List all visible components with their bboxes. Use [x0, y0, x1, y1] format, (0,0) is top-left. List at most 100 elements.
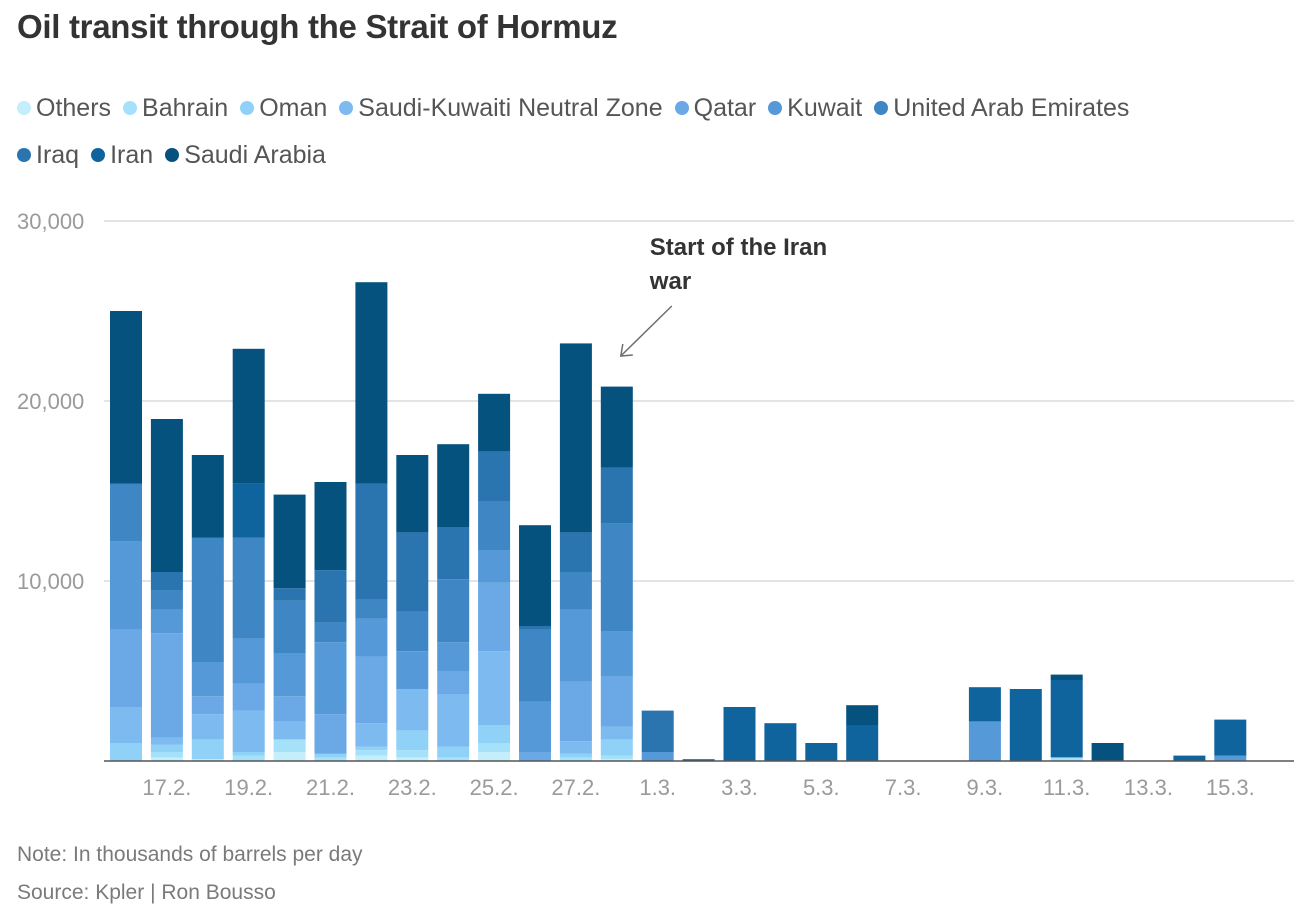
- annotation-text: war: [649, 268, 691, 295]
- bar-segment-saudi-arabia-26-2: [519, 525, 551, 626]
- bar-segment-iraq-23-2: [396, 532, 429, 612]
- bar-segment-others-20-2: [273, 752, 306, 761]
- bar-segment-oman-22-2: [355, 746, 388, 751]
- bar-segment-iraq-21-2: [314, 570, 347, 623]
- legend-label: Saudi-Kuwaiti Neutral Zone: [358, 94, 663, 122]
- bar-segment-united-arab-emirates-16-2: [110, 483, 142, 542]
- chart-note: Note: In thousands of barrels per day: [17, 843, 363, 866]
- bar-segment-united-arab-emirates-28-2: [600, 523, 633, 632]
- x-tick-label: 3.3.: [721, 775, 758, 800]
- bar-segment-kuwait-22-2: [355, 618, 388, 657]
- annotation-arrowhead: [619, 343, 633, 357]
- bar-segment-qatar-16-2: [110, 629, 142, 707]
- x-tick-label: 9.3.: [967, 775, 1004, 800]
- bar-segment-kuwait-16-2: [110, 541, 142, 630]
- bar-segment-bahrain-21-2: [314, 757, 347, 761]
- bar-segment-saudi-arabia-23-2: [396, 455, 429, 533]
- bar-segment-saudi-kuwaiti-neutral-zone-20-2: [273, 721, 306, 740]
- bar-segment-united-arab-emirates-18-2: [191, 537, 224, 662]
- bar-segment-saudi-arabia-11-3: [1050, 674, 1083, 680]
- x-tick-label: 21.2.: [306, 775, 355, 800]
- bar-segment-iraq-22-2: [355, 483, 388, 599]
- x-tick-label: 15.3.: [1206, 775, 1255, 800]
- bar-segment-saudi-arabia-28-2: [600, 386, 633, 468]
- bar-segment-kuwait-15-3: [1214, 755, 1247, 761]
- bar-segment-kuwait-27-2: [559, 609, 592, 682]
- bar-segment-iraq-28-2: [600, 467, 633, 524]
- bar-segment-iraq-24-2: [437, 527, 470, 580]
- legend-swatch: [674, 101, 689, 115]
- bar-segment-qatar-24-2: [437, 671, 470, 695]
- bar-segment-qatar-18-2: [191, 696, 224, 715]
- legend-swatch: [91, 148, 106, 162]
- bar-segment-bahrain-17-2: [150, 752, 183, 758]
- chart-title: Oil transit through the Strait of Hormuz: [17, 8, 618, 45]
- bar-segment-oman-25-2: [478, 725, 511, 743]
- legend-label: Saudi Arabia: [184, 141, 326, 169]
- bar-segment-oman-16-2: [110, 743, 142, 761]
- legend-item-oman: Oman: [240, 85, 327, 132]
- bar-segment-saudi-arabia-18-2: [191, 455, 224, 538]
- bar-segment-kuwait-25-2: [478, 550, 511, 583]
- bar-segment-kuwait-9-3: [968, 721, 1001, 761]
- legend-item-others: Others: [17, 85, 111, 132]
- bar-segment-qatar-25-2: [478, 582, 511, 652]
- bar-segment-iran-2-3: [682, 759, 715, 761]
- bar-segment-iraq-1-3: [641, 710, 674, 752]
- bar-segment-iran-6-3: [846, 725, 879, 761]
- bar-segment-saudi-arabia-12-3: [1091, 743, 1124, 761]
- bar-segment-others-25-2: [478, 752, 511, 761]
- bar-segment-saudi-arabia-27-2: [559, 343, 592, 533]
- x-tick-label: 27.2.: [551, 775, 600, 800]
- bar-segment-oman-28-2: [600, 739, 633, 756]
- bar-segment-united-arab-emirates-24-2: [437, 579, 470, 643]
- bar-segment-saudi-kuwaiti-neutral-zone-27-2: [559, 741, 592, 754]
- bar-segment-qatar-22-2: [355, 656, 388, 724]
- bar-segment-united-arab-emirates-25-2: [478, 501, 511, 551]
- bar-segment-qatar-17-2: [150, 633, 183, 738]
- bar-segment-bahrain-19-2: [232, 755, 265, 761]
- y-tick-label: 20,000: [17, 389, 84, 414]
- x-tick-label: 23.2.: [388, 775, 437, 800]
- bar-segment-united-arab-emirates-17-2: [150, 590, 183, 610]
- bar-segment-oman-21-2: [314, 753, 347, 758]
- bar-segment-bahrain-23-2: [396, 750, 429, 758]
- bar-segment-iran-3-3: [723, 707, 756, 761]
- bar-segment-iran-11-3: [1050, 680, 1083, 758]
- legend-swatch: [165, 148, 180, 162]
- legend-item-kuwait: Kuwait: [768, 85, 862, 132]
- bar-segment-qatar-20-2: [273, 696, 306, 722]
- bar-segment-others-17-2: [150, 757, 183, 761]
- bar-segment-bahrain-22-2: [355, 750, 388, 756]
- bar-segment-kuwait-17-2: [150, 609, 183, 634]
- legend-item-iran: Iran: [91, 132, 153, 179]
- legend-label: Bahrain: [142, 94, 229, 122]
- bar-segment-saudi-arabia-17-2: [150, 419, 183, 572]
- bar-segment-bahrain-24-2: [437, 757, 470, 761]
- x-tick-label: 11.3.: [1043, 775, 1090, 800]
- x-tick-label: 17.2.: [142, 775, 191, 800]
- bar-segment-qatar-21-2: [314, 714, 347, 754]
- bar-segment-iran-19-2: [232, 483, 265, 538]
- legend-swatch: [874, 101, 889, 115]
- bar-segment-bahrain-11-3: [1050, 757, 1083, 761]
- bar-segment-united-arab-emirates-26-2: [519, 629, 551, 702]
- chart-area: 10,000 20,000 30,000 17.2. 19.2. 21.2. 23.2. 25…: [17, 209, 1294, 800]
- legend-item-qatar: Qatar: [674, 85, 756, 132]
- legend-item-saudi-kuwaiti-neutral-zone: Saudi-Kuwaiti Neutral Zone: [339, 85, 663, 132]
- bar-segment-iraq-20-2: [273, 588, 306, 601]
- legend-label: United Arab Emirates: [893, 94, 1130, 122]
- bar-segment-saudi-kuwaiti-neutral-zone-19-2: [232, 710, 265, 752]
- bar-segment-iraq-26-2: [519, 626, 551, 630]
- bar-segment-kuwait-23-2: [396, 651, 429, 689]
- x-tick-label: 19.2.: [224, 775, 273, 800]
- bar-segment-oman-27-2: [559, 753, 592, 758]
- bar-segment-iran-15-3: [1214, 719, 1247, 756]
- bar-segment-others-28-2: [600, 759, 633, 761]
- bar-segment-united-arab-emirates-19-2: [232, 537, 265, 639]
- legend-item-united-arab-emirates: United Arab Emirates: [874, 85, 1129, 132]
- bar-segment-saudi-arabia-25-2: [478, 393, 511, 452]
- y-tick-label: 30,000: [17, 209, 84, 234]
- bar-segment-oman-19-2: [232, 752, 265, 756]
- legend-label: Iran: [110, 141, 154, 169]
